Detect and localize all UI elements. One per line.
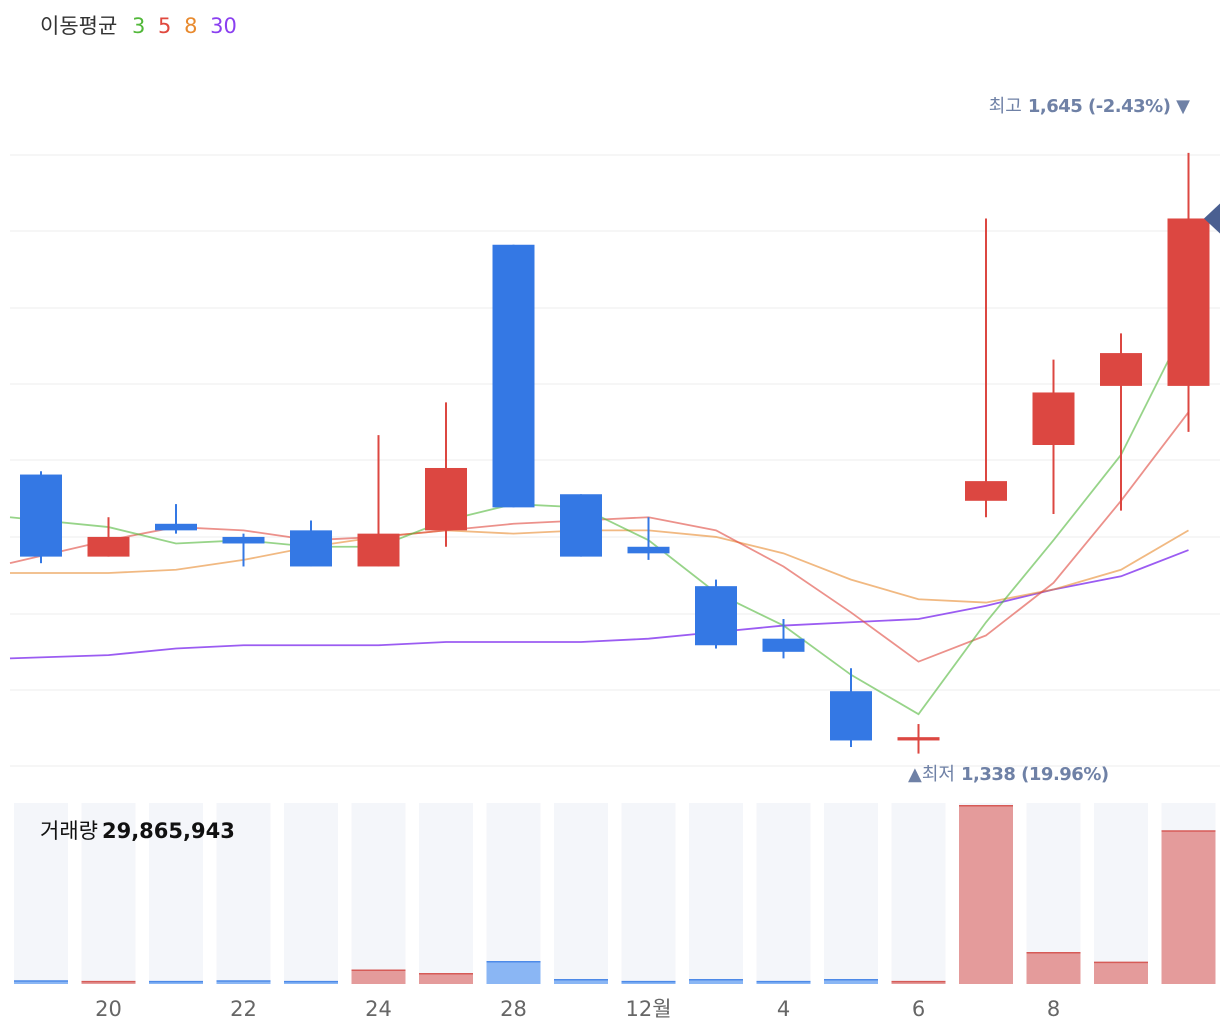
high-label: 최고 (988, 96, 1022, 117)
legend-ma-30: 30 (210, 14, 237, 38)
volume-label: 거래량 29,865,943 (40, 815, 235, 845)
up-arrow-icon: ▲ (908, 764, 922, 785)
volume-bar (284, 981, 338, 984)
candle-body (87, 536, 130, 557)
current-price-marker-shape (1204, 203, 1220, 234)
volume-column-bg (351, 803, 406, 984)
candle-body (20, 474, 62, 557)
volume-column-bg (689, 803, 743, 984)
high-annotation: 최고 1,645 (-2.43%) ▼ (989, 92, 1190, 118)
high-value: 1,645 (-2.43%) (1027, 96, 1171, 117)
volume-column-bg (1094, 803, 1148, 984)
volume-value: 29,865,943 (101, 819, 235, 843)
candle-body (965, 481, 1007, 501)
candle-body (1032, 392, 1075, 445)
volume-bar (216, 981, 271, 984)
x-tick-label: 28 (500, 997, 527, 1021)
candle-body (627, 546, 670, 554)
legend-ma-5: 5 (158, 14, 172, 38)
low-annotation: ▲최저 1,338 (19.96%) (908, 760, 1109, 786)
volume-bars (14, 805, 1216, 984)
volume-bar (756, 981, 811, 984)
ma-8-line (10, 529, 1189, 604)
volume-bar (824, 979, 878, 984)
candle-body (762, 638, 805, 652)
volume-bar (81, 981, 136, 984)
candle-body (290, 530, 332, 567)
ma-5-line (9, 411, 1190, 663)
volume-bar (486, 961, 541, 984)
candle-body (1100, 353, 1142, 386)
candle-body (357, 533, 400, 567)
candle-body (155, 523, 197, 531)
candle-body (830, 691, 872, 741)
volume-bar (149, 981, 203, 984)
volume-column-bg (891, 803, 946, 984)
x-tick-label: 24 (365, 997, 392, 1021)
candle-body (1167, 218, 1210, 386)
volume-bar (891, 981, 946, 984)
legend-ma-8: 8 (184, 14, 198, 38)
candle-body (492, 244, 535, 508)
volume-column-bg (419, 803, 473, 984)
low-label: 최저 (921, 764, 955, 785)
x-tick-label: 20 (95, 997, 122, 1021)
volume-column-bg (81, 803, 136, 984)
candles (20, 152, 1210, 754)
legend-ma-3: 3 (131, 14, 146, 38)
x-axis: 20 22 24 28 12월 4 6 8 (95, 997, 1060, 1021)
moving-average-legend: 이동평균 3 5 8 30 (40, 10, 243, 40)
volume-bar (1161, 831, 1216, 984)
volume-bar (1094, 962, 1148, 984)
volume-column-bg (824, 803, 878, 984)
candle-body (222, 536, 265, 544)
volume-bar (419, 973, 473, 984)
candle-body (695, 586, 737, 646)
x-tick-label: 12월 (625, 997, 671, 1021)
current-price-marker (1204, 203, 1220, 234)
volume-column-bg (14, 803, 68, 984)
volume-column-bg (149, 803, 203, 984)
candle-body (560, 494, 602, 557)
chart-grid (10, 154, 1220, 767)
down-arrow-icon: ▼ (1176, 96, 1190, 117)
volume-bar (554, 979, 608, 984)
volume-bar (689, 979, 743, 984)
candle-body (897, 737, 940, 741)
volume-column-bg (284, 803, 338, 984)
candle-body (425, 467, 467, 531)
volume-column-bg (554, 803, 608, 984)
volume-title: 거래량 (40, 819, 98, 843)
volume-column-bg (756, 803, 811, 984)
volume-column-bg (486, 803, 541, 984)
x-tick-label: 22 (230, 997, 257, 1021)
volume-column-bg (216, 803, 271, 984)
volume-bar (621, 981, 676, 984)
low-value: 1,338 (19.96%) (960, 764, 1109, 785)
x-tick-label: 8 (1047, 997, 1060, 1021)
volume-bar (959, 805, 1013, 984)
volume-bar (351, 970, 406, 984)
volume-bar (1026, 952, 1081, 984)
x-tick-label: 6 (912, 997, 925, 1021)
x-tick-label: 4 (777, 997, 790, 1021)
volume-bar (14, 981, 68, 984)
ma-30-line (9, 549, 1189, 660)
legend-title: 이동평균 (40, 14, 118, 38)
volume-column-bg (621, 803, 676, 984)
